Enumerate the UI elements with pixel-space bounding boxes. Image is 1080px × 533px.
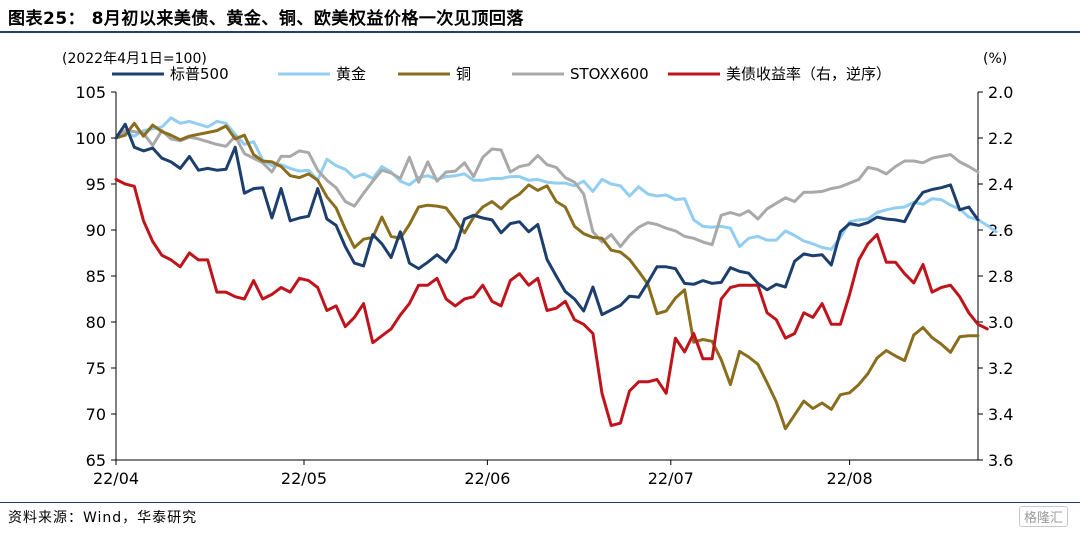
- left-axis-note: (2022年4月1日=100): [62, 51, 207, 67]
- left-tick-label: 90: [86, 221, 106, 240]
- chart-title: 图表25： 8月初以来美债、黄金、铜、欧美权益价格一次见顶回落: [8, 9, 524, 29]
- series-line-2: [114, 121, 980, 431]
- right-tick-label: 3.0: [988, 313, 1013, 332]
- source-note: 资料来源：Wind，华泰研究: [8, 510, 198, 526]
- right-tick-label: 3.4: [988, 405, 1013, 424]
- legend-label-1: 黄金: [336, 65, 366, 83]
- left-tick-label: 75: [86, 359, 106, 378]
- right-tick-label: 2.2: [988, 129, 1013, 148]
- series-line-3: [114, 129, 980, 249]
- left-tick-label: 95: [86, 175, 106, 194]
- right-tick-label: 2.8: [988, 267, 1013, 286]
- x-tick-label: 22/08: [827, 469, 873, 488]
- left-tick-label: 70: [86, 405, 106, 424]
- legend-label-4: 美债收益率（右，逆序）: [726, 65, 891, 83]
- legend-label-3: STOXX600: [570, 65, 649, 83]
- right-tick-label: 2.0: [988, 83, 1013, 102]
- footer-divider: [0, 502, 1080, 503]
- series-line-4: [114, 177, 989, 427]
- left-tick-label: 65: [86, 451, 106, 470]
- series-line-0: [114, 122, 980, 317]
- watermark-logo: 格隆汇: [1018, 506, 1068, 527]
- right-tick-label: 3.6: [988, 451, 1013, 470]
- x-tick-label: 22/07: [648, 469, 694, 488]
- chart: (2022年4月1日=100) (%) 标普500 黄金 铜 STOXX600 美债收益…: [62, 51, 1013, 488]
- legend: 标普500 黄金 铜 STOXX600 美债收益率（右，逆序）: [112, 65, 891, 83]
- x-tick-label: 22/04: [93, 469, 139, 488]
- right-tick-label: 2.6: [988, 221, 1013, 240]
- axes: 65 70 75 80 85 90 95 100 105 2.0 2.2 2.4 2.6 2.8 3.0 3.…: [75, 83, 1013, 488]
- left-tick-label: 105: [75, 83, 106, 102]
- right-tick-label: 2.4: [988, 175, 1013, 194]
- x-tick-label: 22/05: [281, 469, 327, 488]
- right-tick-label: 3.2: [988, 359, 1013, 378]
- legend-label-2: 铜: [456, 65, 471, 83]
- series-layer: [114, 116, 998, 431]
- right-axis-note: (%): [983, 51, 1007, 67]
- legend-label-0: 标普500: [170, 65, 229, 83]
- left-tick-label: 85: [86, 267, 106, 286]
- series-line-1: [114, 116, 998, 251]
- left-tick-label: 80: [86, 313, 106, 332]
- left-tick-label: 100: [75, 129, 106, 148]
- x-tick-label: 22/06: [464, 469, 510, 488]
- title-divider: [0, 31, 1080, 33]
